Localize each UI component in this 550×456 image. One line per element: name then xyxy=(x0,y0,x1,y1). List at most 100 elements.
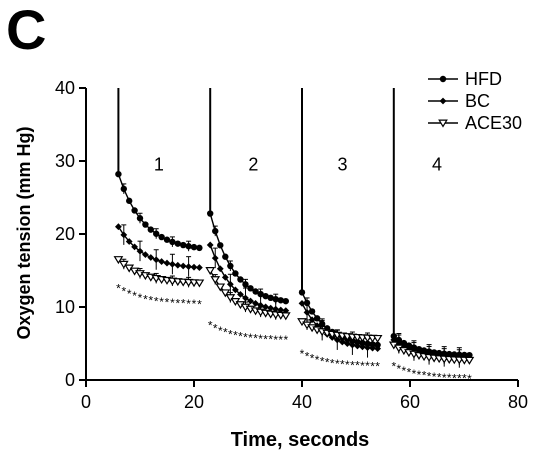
data-point: * xyxy=(223,326,228,340)
data-point xyxy=(338,338,346,346)
data-point xyxy=(308,308,316,315)
data-point: * xyxy=(467,372,472,386)
data-point xyxy=(120,185,128,193)
data-point: * xyxy=(320,354,325,368)
panel-letter: C xyxy=(6,0,47,61)
data-point xyxy=(298,289,306,296)
data-point: * xyxy=(305,349,310,363)
data-point xyxy=(222,253,229,260)
data-point: * xyxy=(422,369,427,383)
data-point: * xyxy=(148,293,153,307)
data-point xyxy=(277,297,284,304)
legend-entry: HFD xyxy=(428,69,502,89)
data-point xyxy=(153,230,160,237)
legend-marker xyxy=(439,75,447,83)
data-point: * xyxy=(365,359,370,373)
data-point xyxy=(374,345,381,353)
data-point: * xyxy=(159,295,164,309)
data-point xyxy=(174,261,182,269)
data-marks: * * * * * * * * * * * * * * * ** * * * * * * * * * * * * * * ** * * * * * * *… xyxy=(113,88,475,386)
legend-label: ACE30 xyxy=(465,113,522,133)
x-tick-label: 20 xyxy=(184,392,204,412)
phase-label: 4 xyxy=(432,155,442,175)
data-point: * xyxy=(407,366,412,380)
data-point xyxy=(194,279,205,288)
data-point: * xyxy=(248,331,253,345)
data-point: * xyxy=(402,364,407,378)
data-point: * xyxy=(238,330,243,344)
data-point: * xyxy=(360,359,365,373)
data-point xyxy=(211,254,219,262)
data-point: * xyxy=(154,294,159,308)
data-point xyxy=(210,276,221,285)
data-point: * xyxy=(253,332,258,346)
data-point xyxy=(115,223,122,231)
data-point xyxy=(205,267,216,276)
data-point: * xyxy=(391,359,396,373)
data-point xyxy=(262,303,270,311)
data-point xyxy=(247,285,254,292)
legend-entry: BC xyxy=(428,91,490,111)
data-point xyxy=(179,262,187,270)
data-point: * xyxy=(447,371,452,385)
legend-marker xyxy=(438,119,448,128)
data-point xyxy=(142,221,149,228)
series-hfd xyxy=(115,170,473,360)
data-point: * xyxy=(132,289,137,303)
data-point: * xyxy=(330,356,335,370)
data-point xyxy=(343,340,351,348)
data-point: * xyxy=(197,297,202,311)
data-point xyxy=(267,294,274,302)
y-tick-label: 20 xyxy=(55,224,75,244)
data-point xyxy=(190,243,198,251)
data-point: * xyxy=(432,370,437,384)
data-point xyxy=(369,341,376,348)
data-point xyxy=(190,263,198,271)
data-point: * xyxy=(138,291,143,305)
data-point xyxy=(232,286,239,294)
data-point xyxy=(216,265,224,273)
data-point xyxy=(180,241,187,249)
y-tick-label: 40 xyxy=(55,78,75,98)
data-point xyxy=(207,210,214,217)
x-axis-label: Time, seconds xyxy=(231,429,370,451)
axes: 0 20 40 60 80 0 10 20 30 40 1 2 3 4 xyxy=(55,78,528,412)
data-point xyxy=(221,273,229,281)
data-point xyxy=(252,300,259,307)
data-point xyxy=(220,289,231,298)
data-point: * xyxy=(228,327,233,341)
data-point: * xyxy=(273,333,278,347)
data-point: * xyxy=(457,372,462,386)
data-point xyxy=(125,238,133,245)
data-point: * xyxy=(345,358,350,372)
x-tick-label: 0 xyxy=(81,392,91,412)
data-point: * xyxy=(208,319,213,333)
data-point: * xyxy=(218,324,223,338)
data-point xyxy=(163,259,171,267)
data-point xyxy=(217,242,224,249)
data-point: * xyxy=(165,296,170,310)
data-point xyxy=(242,281,249,288)
data-point xyxy=(247,297,254,305)
data-point: * xyxy=(300,347,305,361)
data-point: * xyxy=(417,368,422,382)
y-tick-label: 10 xyxy=(55,297,75,317)
data-point xyxy=(131,243,138,251)
y-tick-label: 30 xyxy=(55,151,75,171)
series-unlabeled: * * * * * * * * * * * * * * * ** * * * * * * * * * * * * * * ** * * * * * * *… xyxy=(116,281,472,386)
data-point xyxy=(206,241,214,249)
data-point: * xyxy=(437,370,442,384)
data-point: * xyxy=(116,281,121,295)
data-point: * xyxy=(325,355,330,369)
data-point xyxy=(349,341,356,349)
data-point xyxy=(158,233,165,241)
data-point: * xyxy=(340,358,345,372)
data-point xyxy=(364,344,371,351)
data-point xyxy=(303,309,311,316)
data-point: * xyxy=(412,367,417,381)
data-point: * xyxy=(283,333,288,347)
data-point xyxy=(196,244,203,252)
data-point: * xyxy=(258,332,263,346)
data-point: * xyxy=(268,333,273,347)
